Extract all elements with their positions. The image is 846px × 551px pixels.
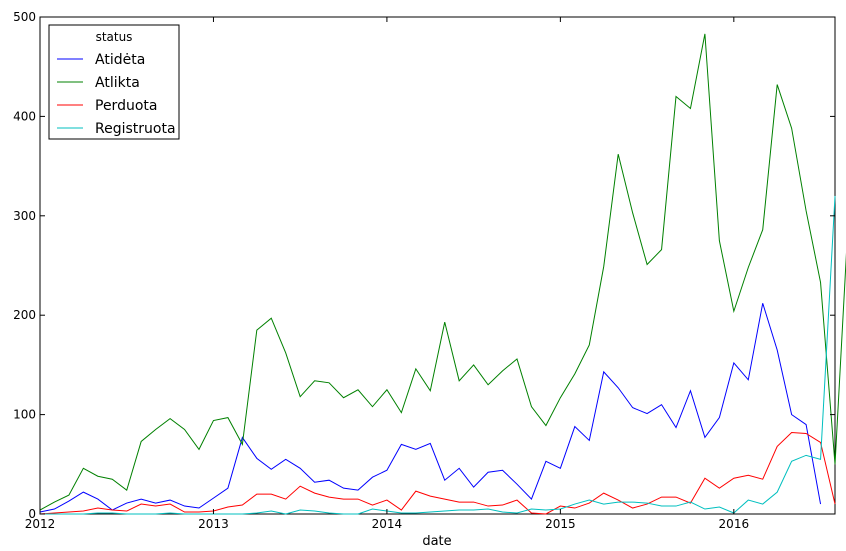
- legend-entries: Atidėta Atlikta Perduota Registruota: [57, 52, 176, 137]
- y-tick-label: 100: [13, 408, 36, 422]
- x-tick-label: 2015: [545, 517, 576, 531]
- ticks-layer: 2012 2013 2014 2015 2016 0 100 200 300 400 500: [13, 10, 835, 531]
- series-line-1: [39, 33, 846, 511]
- x-tick-label: 2013: [198, 517, 229, 531]
- y-tick-label: 500: [13, 10, 36, 24]
- x-axis-label: date: [422, 534, 451, 549]
- legend-title: status: [96, 30, 133, 44]
- y-tick-label: 300: [13, 209, 36, 223]
- series-line-0: [39, 303, 822, 513]
- series-line-3: [40, 195, 836, 515]
- series-layer: [39, 33, 846, 515]
- y-tick-label: 400: [13, 109, 36, 123]
- legend-label-0: Atidėta: [95, 52, 145, 68]
- series-line-2: [39, 431, 836, 515]
- y-tick-label: 0: [28, 507, 36, 521]
- x-tick-label: 2012: [25, 517, 56, 531]
- y-tick-label: 200: [13, 308, 36, 322]
- legend: status Atidėta Atlikta Perduota Registruota: [48, 24, 180, 140]
- legend-label-3: Registruota: [95, 121, 176, 137]
- legend-label-2: Perduota: [95, 98, 157, 114]
- x-tick-label: 2016: [719, 517, 750, 531]
- plot-frame: [39, 16, 836, 515]
- legend-label-1: Atlikta: [95, 75, 140, 91]
- x-tick-label: 2014: [372, 517, 403, 531]
